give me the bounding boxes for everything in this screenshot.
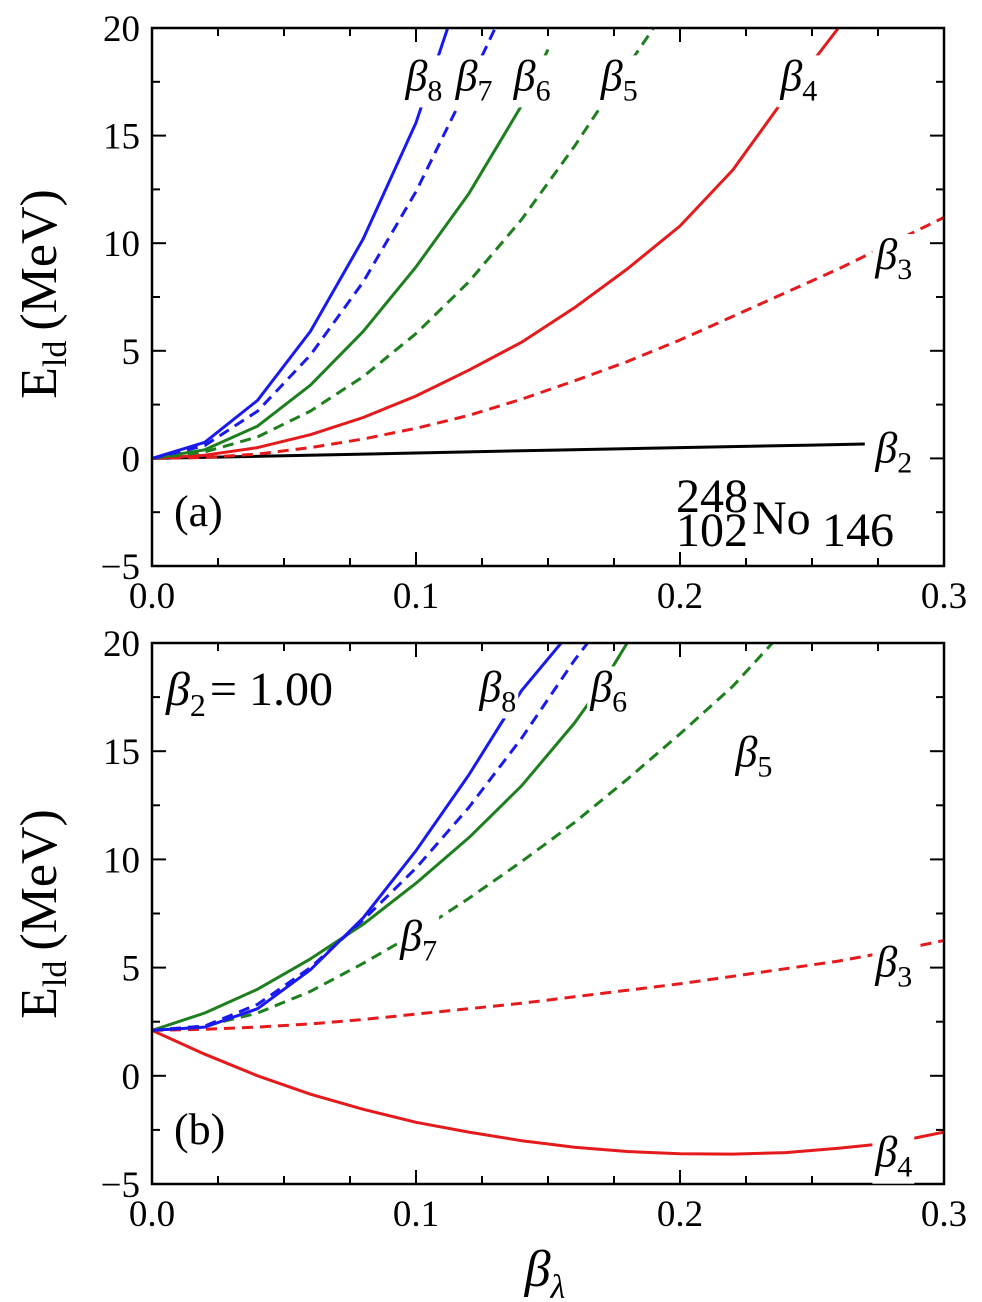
series-beta4-b [152, 1029, 944, 1156]
beta2-annotation: β2= 1.00 [165, 663, 333, 723]
ticks-b [151, 642, 945, 1185]
y-tick-label: 20 [103, 9, 140, 50]
nucleus-charge: 102 [676, 504, 748, 557]
x-tick-label: 0.2 [657, 1194, 703, 1235]
curve-label-beta4-a: β4 [779, 51, 817, 107]
curve-label-beta5-b: β5 [734, 727, 772, 783]
curve-label-beta8-b: β8 [478, 662, 516, 718]
x-tick-label: 0.1 [393, 1194, 439, 1235]
x-tick-label: 0.1 [393, 576, 439, 617]
ticks-a [151, 27, 945, 567]
series-beta6-a [152, 48, 550, 460]
series-beta8-a [152, 28, 450, 460]
series-beta2-a [152, 442, 865, 460]
y-tick-label: 15 [103, 117, 140, 158]
y-axis-title-a-main: E [11, 367, 68, 399]
curve-label-beta3-a: β3 [874, 230, 912, 286]
y-tick-label: 10 [103, 224, 140, 265]
curve-label-bg [510, 55, 553, 108]
nucleus-mass: 248 [676, 470, 748, 523]
series-beta6-b [152, 643, 629, 1032]
y-tick-label: 5 [122, 332, 141, 373]
curve-label-bg [597, 55, 640, 108]
plot-frame-a [150, 26, 946, 568]
y-axis-title-b: Eld (MeV) [11, 809, 74, 1019]
y-tick-label: −5 [101, 1165, 140, 1206]
series-beta5-a [152, 28, 655, 460]
curve-label-beta4-b: β4 [874, 1128, 912, 1184]
panel-a: 0.0 0.1 0.2 0.3 −5 0 5 10 15 20 β8 β7 β6 β5 β4 β3 β2 (a) 2… [101, 9, 968, 617]
y-axis-title-b-sub: ld [37, 961, 74, 987]
plot-frame-b [150, 641, 946, 1186]
y-axis-title-b-unit: (MeV) [11, 809, 68, 951]
x-tick-label: 0.3 [921, 576, 967, 617]
y-tick-label: 20 [103, 624, 140, 665]
curve-label-bg [872, 1131, 915, 1184]
curve-label-bg [777, 55, 820, 108]
curve-label-bg [872, 427, 915, 480]
curve-label-bg [872, 234, 915, 287]
nucleus-neutrons: 146 [822, 504, 894, 557]
curve-label-bg [452, 55, 495, 108]
y-tick-label: 10 [103, 840, 140, 881]
x-tick-label: 0.0 [129, 576, 175, 617]
x-tick-label: 0.3 [921, 1194, 967, 1235]
y-axis-title-a-sub: ld [37, 341, 74, 367]
x-axis-title-symbol: β [524, 1241, 551, 1298]
x-axis-title-sub: λ [550, 1269, 566, 1302]
curve-label-beta8-a: β8 [404, 51, 442, 107]
y-axis-title-b-main: E [11, 987, 68, 1019]
curve-label-beta7-b: β7 [399, 911, 437, 967]
y-tick-label: −5 [101, 547, 140, 588]
curve-label-beta6-b: β6 [589, 662, 627, 718]
x-tick-label: 0.0 [129, 1194, 175, 1235]
series-beta7-b [152, 643, 589, 1032]
y-tick-label: 0 [122, 1057, 141, 1098]
y-axis-title-a: Eld (MeV) [11, 189, 74, 399]
series-beta4-a [152, 28, 840, 460]
curve-label-beta7-a: β7 [455, 51, 493, 107]
nucleus-symbol: No [752, 492, 811, 545]
series-beta8-b [152, 643, 563, 1032]
y-tick-label: 0 [122, 439, 141, 480]
curve-label-beta3-b: β3 [874, 937, 912, 993]
x-tick-label: 0.2 [657, 576, 703, 617]
curve-label-bg [732, 731, 775, 784]
x-axis-title: βλ [524, 1241, 566, 1302]
curve-label-beta5-a: β5 [600, 51, 638, 107]
curve-label-bg [587, 666, 630, 719]
panel-label-b: (b) [174, 1105, 225, 1154]
series-group-b [152, 643, 944, 1156]
panel-b: 0.0 0.1 0.2 0.3 −5 0 5 10 15 20 β8 β6 β5 β7 β3 β4 (b) β2=… [101, 624, 968, 1235]
curve-label-bg [872, 941, 915, 994]
curve-label-bg [397, 915, 440, 968]
y-axis-title-a-unit: (MeV) [11, 189, 68, 331]
series-beta3-a [152, 216, 944, 460]
series-beta5-b [152, 643, 774, 1032]
curve-label-bg [402, 55, 445, 108]
curve-label-bg [476, 666, 519, 719]
curve-label-beta2-a: β2 [874, 424, 912, 480]
curve-label-beta6-a: β6 [513, 51, 551, 107]
y-tick-label: 5 [122, 949, 141, 990]
series-beta3-b [152, 939, 944, 1032]
y-tick-label: 15 [103, 732, 140, 773]
panel-label-a: (a) [174, 487, 223, 536]
